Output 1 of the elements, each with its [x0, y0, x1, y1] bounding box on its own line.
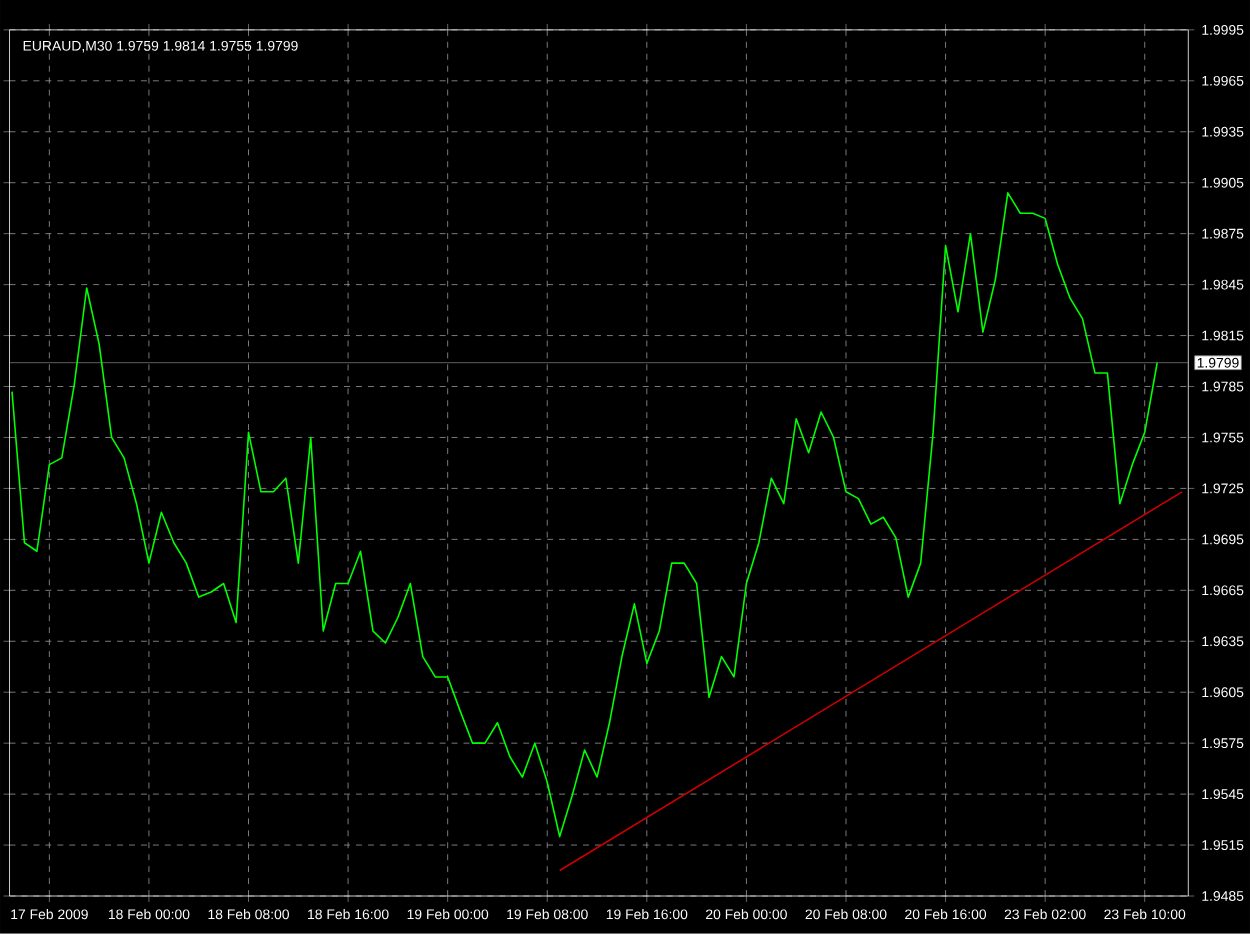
line-series	[11, 192, 1158, 838]
